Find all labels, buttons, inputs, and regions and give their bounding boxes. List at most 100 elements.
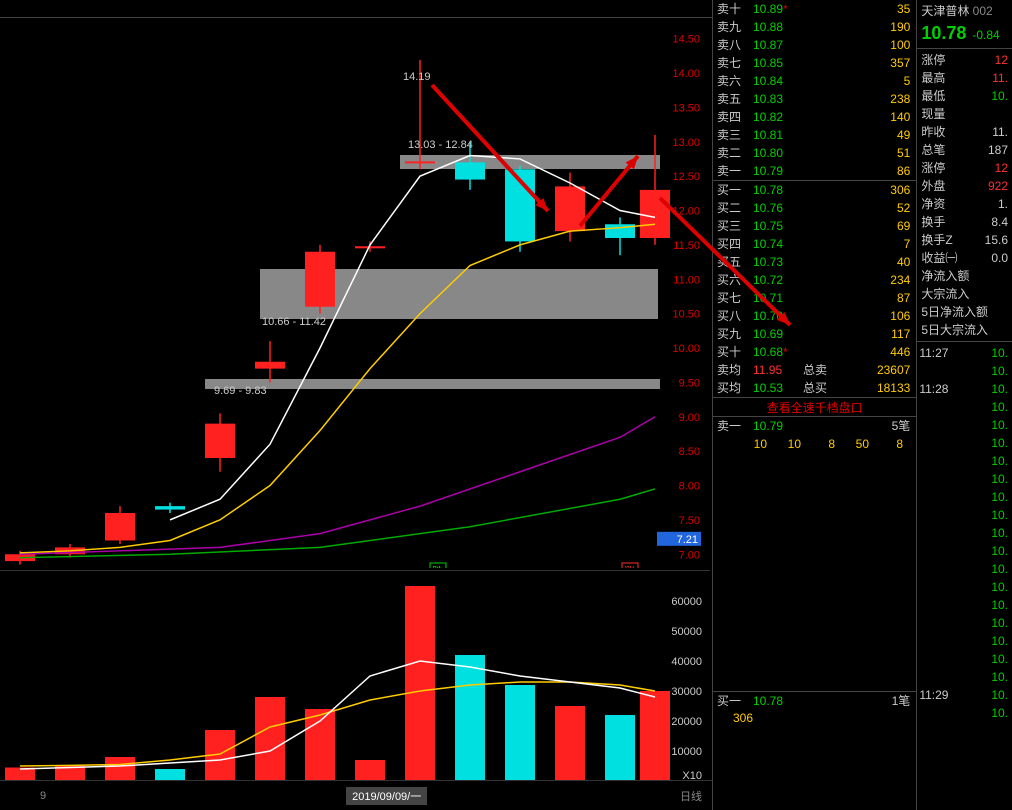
right-panel: 卖十10.89*35卖九10.88190卖八10.87100卖七10.85357… bbox=[712, 0, 1012, 810]
tick-row: 10. bbox=[917, 596, 1012, 614]
volume-chart: 60000 50000 40000 30000 20000 10000 X10 bbox=[0, 570, 710, 780]
tick-row: 11:2910. bbox=[917, 686, 1012, 704]
ob-row[interactable]: 买五10.7340 bbox=[713, 253, 916, 271]
info-row: 净流入额 bbox=[917, 267, 1012, 285]
svg-text:13.00: 13.00 bbox=[672, 137, 700, 149]
ob-row[interactable]: 买七10.7187 bbox=[713, 289, 916, 307]
tick-row: 10. bbox=[917, 668, 1012, 686]
svg-text:10.50: 10.50 bbox=[672, 309, 700, 321]
tick-row: 10. bbox=[917, 470, 1012, 488]
svg-text:13.50: 13.50 bbox=[672, 102, 700, 114]
svg-text:11.00: 11.00 bbox=[673, 274, 700, 286]
svg-text:12.00: 12.00 bbox=[672, 206, 700, 218]
stock-name: 天津普林 002 bbox=[917, 0, 1012, 21]
ob-row[interactable]: 卖五10.83238 bbox=[713, 90, 916, 108]
ob-row[interactable]: 卖一10.7986 bbox=[713, 162, 916, 180]
bottom-bar: 9 2019/09/09/一 日线 bbox=[0, 780, 712, 810]
info-row: 昨收11. bbox=[917, 123, 1012, 141]
svg-text:涨: 涨 bbox=[624, 565, 635, 568]
svg-text:X10: X10 bbox=[682, 770, 702, 780]
tick-row: 10. bbox=[917, 524, 1012, 542]
info-row: 5日大宗流入 bbox=[917, 321, 1012, 339]
tick-row: 10. bbox=[917, 452, 1012, 470]
svg-text:14.00: 14.00 bbox=[672, 68, 700, 80]
stock-price: 10.78 bbox=[921, 23, 966, 44]
svg-text:60000: 60000 bbox=[671, 596, 702, 608]
info-row: 总笔187 bbox=[917, 141, 1012, 159]
tick-row: 10. bbox=[917, 416, 1012, 434]
stock-info: 天津普林 002 10.78 -0.84 涨停12最高11.最低10.现量昨收1… bbox=[917, 0, 1012, 810]
svg-text:14.50: 14.50 bbox=[672, 34, 700, 46]
ob-row[interactable]: 买十10.68*446 bbox=[713, 343, 916, 361]
ob-row[interactable]: 卖七10.85357 bbox=[713, 54, 916, 72]
ob-row[interactable]: 卖四10.82140 bbox=[713, 108, 916, 126]
ob-row[interactable]: 买二10.7652 bbox=[713, 199, 916, 217]
ob-row[interactable]: 卖二10.8051 bbox=[713, 144, 916, 162]
ob-row[interactable]: 卖十10.89*35 bbox=[713, 0, 916, 18]
info-row: 现量 bbox=[917, 105, 1012, 123]
ob-row[interactable]: 卖九10.88190 bbox=[713, 18, 916, 36]
svg-text:50000: 50000 bbox=[671, 626, 702, 638]
tick-row: 10. bbox=[917, 488, 1012, 506]
info-row: 最高11. bbox=[917, 69, 1012, 87]
ob-row[interactable]: 买六10.72234 bbox=[713, 271, 916, 289]
svg-text:10.66 - 11.42: 10.66 - 11.42 bbox=[262, 316, 326, 328]
svg-text:12.50: 12.50 bbox=[672, 171, 700, 183]
svg-text:7.00: 7.00 bbox=[679, 549, 700, 561]
tick-row: 10. bbox=[917, 614, 1012, 632]
ob-row[interactable]: 买四10.747 bbox=[713, 235, 916, 253]
svg-text:20000: 20000 bbox=[671, 716, 702, 728]
svg-text:8.00: 8.00 bbox=[679, 481, 700, 493]
svg-text:30000: 30000 bbox=[671, 686, 702, 698]
info-row: 收益㈠0.0 bbox=[917, 249, 1012, 267]
tick-row: 10. bbox=[917, 704, 1012, 722]
info-row: 净资1. bbox=[917, 195, 1012, 213]
date-label: 2019/09/09/一 bbox=[346, 787, 427, 805]
ob-row[interactable]: 买三10.7569 bbox=[713, 217, 916, 235]
info-row: 外盘922 bbox=[917, 177, 1012, 195]
tick-row: 10. bbox=[917, 542, 1012, 560]
svg-text:9.69 - 9.83: 9.69 - 9.83 bbox=[214, 385, 267, 397]
full-depth-link[interactable]: 查看全速千档盘口 bbox=[713, 397, 916, 417]
orderbook: 卖十10.89*35卖九10.88190卖八10.87100卖七10.85357… bbox=[713, 0, 917, 810]
svg-text:40000: 40000 bbox=[671, 656, 702, 668]
tick-row: 10. bbox=[917, 650, 1012, 668]
ob-row[interactable]: 卖六10.845 bbox=[713, 72, 916, 90]
tick-row: 11:2710. bbox=[917, 344, 1012, 362]
svg-text:7.50: 7.50 bbox=[679, 515, 700, 527]
stock-change: -0.84 bbox=[972, 28, 999, 42]
info-row: 涨停12 bbox=[917, 51, 1012, 69]
tick-row: 10. bbox=[917, 434, 1012, 452]
info-row: 换手Z15.6 bbox=[917, 231, 1012, 249]
ob-row[interactable]: 买九10.69117 bbox=[713, 325, 916, 343]
svg-text:9.50: 9.50 bbox=[679, 377, 700, 389]
info-row: 最低10. bbox=[917, 87, 1012, 105]
nine-label: 9 bbox=[40, 790, 46, 802]
ob-row[interactable]: 买一10.78306 bbox=[713, 181, 916, 199]
tick-row: 10. bbox=[917, 632, 1012, 650]
svg-text:14.19: 14.19 bbox=[403, 71, 431, 83]
ob-row[interactable]: 买八10.70106 bbox=[713, 307, 916, 325]
price-chart: 14.50 14.00 13.50 13.00 12.50 12.00 11.50 11.00… bbox=[0, 18, 710, 568]
info-row: 大宗流入 bbox=[917, 285, 1012, 303]
svg-text:8.50: 8.50 bbox=[679, 446, 700, 458]
tick-row: 10. bbox=[917, 398, 1012, 416]
svg-text:10.00: 10.00 bbox=[672, 343, 700, 355]
tick-row: 11:2810. bbox=[917, 380, 1012, 398]
tick-row: 10. bbox=[917, 506, 1012, 524]
info-row: 5日净流入额 bbox=[917, 303, 1012, 321]
info-row: 涨停12 bbox=[917, 159, 1012, 177]
tick-row: 10. bbox=[917, 560, 1012, 578]
info-row: 换手8.4 bbox=[917, 213, 1012, 231]
ob-row[interactable]: 卖三10.8149 bbox=[713, 126, 916, 144]
ob-row[interactable]: 卖八10.87100 bbox=[713, 36, 916, 54]
period-label: 日线 bbox=[680, 788, 702, 804]
tick-row: 10. bbox=[917, 362, 1012, 380]
svg-text:9.00: 9.00 bbox=[679, 412, 700, 424]
svg-text:跌: 跌 bbox=[432, 564, 443, 568]
svg-text:10000: 10000 bbox=[671, 746, 702, 758]
svg-text:11.50: 11.50 bbox=[673, 240, 700, 252]
svg-text:13.03 - 12.84: 13.03 - 12.84 bbox=[408, 139, 473, 151]
svg-text:7.21: 7.21 bbox=[677, 534, 698, 546]
tick-row: 10. bbox=[917, 578, 1012, 596]
